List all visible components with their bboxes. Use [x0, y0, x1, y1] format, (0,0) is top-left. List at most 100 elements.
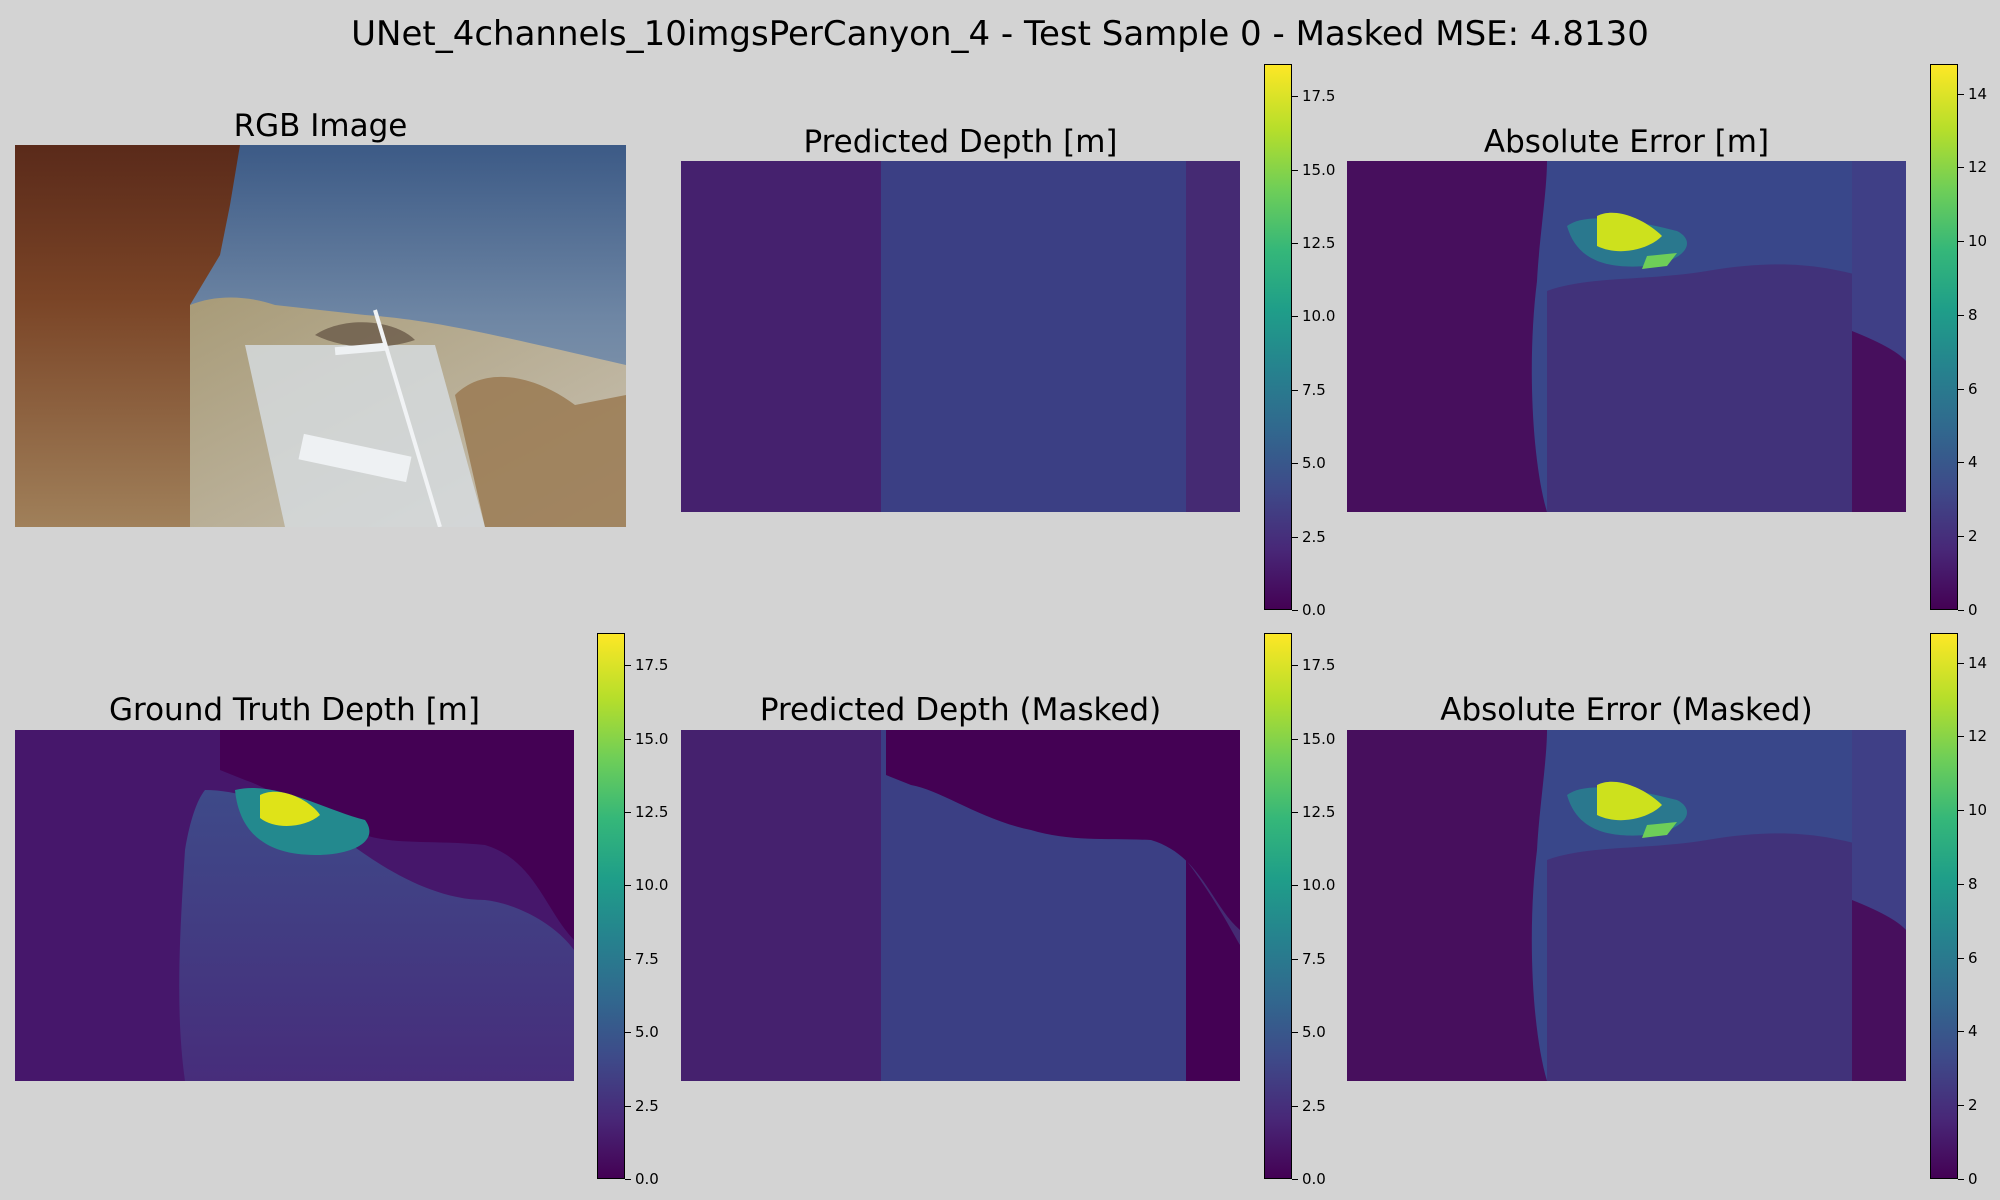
colorbar-tick-label: 12 [1968, 727, 1988, 745]
colorbar-tick-label: 10 [1968, 232, 1988, 250]
gt-depth-svg [15, 730, 574, 1081]
colorbar-tick [625, 1106, 631, 1107]
colorbar-tick-label: 12 [1968, 158, 1988, 176]
colorbar-tick-label: 10.0 [1302, 307, 1336, 325]
colorbar-tick [625, 812, 631, 813]
colorbar-tick-label: 7.5 [1302, 381, 1326, 399]
colorbar-tick [1292, 812, 1298, 813]
colorbar-tick [1958, 610, 1964, 611]
rgb-image [15, 145, 626, 527]
colorbar-tick [1958, 810, 1964, 811]
colorbar-tick [1958, 389, 1964, 390]
colorbar-tick-label: 17.5 [1302, 656, 1336, 674]
colorbar-tick-label: 2.5 [1302, 1097, 1326, 1115]
colorbar-gt [597, 633, 625, 1179]
abs-error-masked-svg [1347, 730, 1906, 1081]
colorbar-tick-label: 12.5 [1302, 234, 1336, 252]
colorbar-tick-label: 6 [1968, 949, 1978, 967]
pred-masked-map [681, 730, 1240, 1081]
colorbar-tick-label: 17.5 [635, 656, 669, 674]
colorbar-tick [1958, 663, 1964, 664]
pred-masked-svg [681, 730, 1240, 1081]
pred-depth-svg [681, 161, 1240, 512]
colorbar-tick-label: 2.5 [635, 1097, 659, 1115]
colorbar-tick-label: 7.5 [635, 950, 659, 968]
colorbar-tick-label: 10.0 [1302, 876, 1336, 894]
colorbar-tick-label: 5.0 [1302, 1023, 1326, 1041]
colorbar-tick-label: 5.0 [1302, 454, 1326, 472]
errm-title: Absolute Error (Masked) [1440, 692, 1813, 728]
colorbar-tick [1292, 537, 1298, 538]
colorbar-err [1930, 64, 1958, 610]
colorbar-tick [1292, 739, 1298, 740]
colorbar-tick [1292, 885, 1298, 886]
abs-error-map [1347, 161, 1906, 512]
colorbar-tick-label: 12.5 [635, 803, 669, 821]
colorbar-tick [1958, 94, 1964, 95]
pred-title: Predicted Depth [m] [803, 124, 1118, 160]
gt-title: Ground Truth Depth [m] [109, 692, 480, 728]
colorbar-tick [1958, 315, 1964, 316]
abs-error-svg [1347, 161, 1906, 512]
colorbar-tick [1292, 390, 1298, 391]
colorbar-tick-label: 10 [1968, 801, 1988, 819]
colorbar-tick [1958, 736, 1964, 737]
colorbar-tick [1958, 241, 1964, 242]
gt-depth-map [15, 730, 574, 1081]
err-title: Absolute Error [m] [1483, 124, 1770, 160]
colorbar-tick [1292, 96, 1298, 97]
colorbar-tick [1958, 1031, 1964, 1032]
colorbar-tick [1292, 1032, 1298, 1033]
colorbar-errm [1930, 633, 1958, 1179]
colorbar-tick [625, 1032, 631, 1033]
colorbar-tick-label: 8 [1968, 306, 1978, 324]
colorbar-tick [1958, 167, 1964, 168]
colorbar-tick-label: 0 [1968, 601, 1978, 619]
colorbar-tick-label: 0.0 [635, 1170, 659, 1188]
abs-error-masked-map [1347, 730, 1906, 1081]
pred-depth-map [681, 161, 1240, 512]
colorbar-pred [1264, 64, 1292, 610]
colorbar-tick [1292, 665, 1298, 666]
colorbar-tick-label: 0.0 [1302, 1170, 1326, 1188]
colorbar-tick-label: 15.0 [1302, 730, 1336, 748]
colorbar-tick-label: 0 [1968, 1170, 1978, 1188]
colorbar-tick [1292, 1106, 1298, 1107]
colorbar-tick-label: 8 [1968, 875, 1978, 893]
colorbar-tick [625, 665, 631, 666]
colorbar-tick-label: 14 [1968, 654, 1988, 672]
colorbar-tick-label: 17.5 [1302, 87, 1336, 105]
colorbar-tick [1958, 884, 1964, 885]
predm-title: Predicted Depth (Masked) [759, 692, 1162, 728]
colorbar-tick-label: 12.5 [1302, 803, 1336, 821]
colorbar-tick [1958, 1179, 1964, 1180]
colorbar-tick-label: 10.0 [635, 876, 669, 894]
colorbar-tick [1958, 536, 1964, 537]
colorbar-tick [1292, 463, 1298, 464]
colorbar-tick [625, 1179, 631, 1180]
colorbar-tick [1292, 316, 1298, 317]
colorbar-tick-label: 0.0 [1302, 601, 1326, 619]
colorbar-tick [625, 739, 631, 740]
colorbar-tick-label: 15.0 [635, 730, 669, 748]
colorbar-tick-label: 14 [1968, 85, 1988, 103]
colorbar-tick [1292, 170, 1298, 171]
colorbar-tick-label: 5.0 [635, 1023, 659, 1041]
colorbar-tick [1958, 462, 1964, 463]
colorbar-tick-label: 4 [1968, 1022, 1978, 1040]
colorbar-tick-label: 7.5 [1302, 950, 1326, 968]
colorbar-predm [1264, 633, 1292, 1179]
colorbar-tick [1958, 958, 1964, 959]
colorbar-tick-label: 2 [1968, 1096, 1978, 1114]
colorbar-tick-label: 15.0 [1302, 161, 1336, 179]
colorbar-tick [625, 959, 631, 960]
colorbar-tick-label: 4 [1968, 453, 1978, 471]
colorbar-tick-label: 2 [1968, 527, 1978, 545]
colorbar-tick [1292, 959, 1298, 960]
colorbar-tick [1292, 243, 1298, 244]
colorbar-tick [1292, 1179, 1298, 1180]
colorbar-tick [1958, 1105, 1964, 1106]
colorbar-tick [1292, 610, 1298, 611]
figure-title: UNet_4channels_10imgsPerCanyon_4 - Test … [351, 14, 1649, 54]
colorbar-tick-label: 2.5 [1302, 528, 1326, 546]
